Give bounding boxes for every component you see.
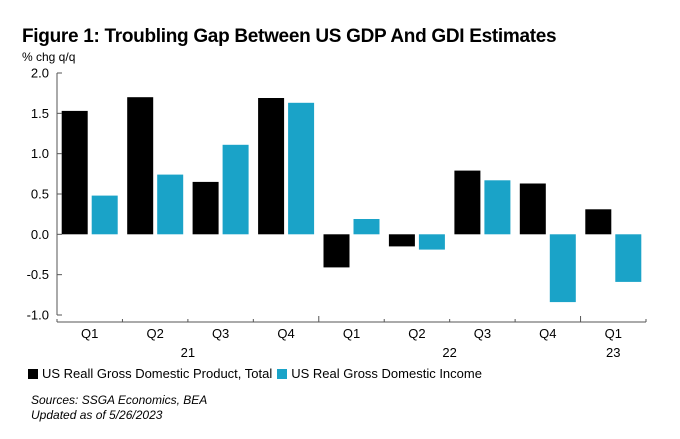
bar-gdi-1: [157, 174, 184, 235]
chart-title: Figure 1: Troubling Gap Between US GDP A…: [22, 26, 557, 47]
x-tick-label: Q1: [343, 326, 360, 341]
x-tick-label: Q1: [605, 326, 622, 341]
legend: US Reall Gross Domestic Product, Total U…: [28, 366, 487, 381]
bar-gdp-2: [192, 181, 219, 235]
bar-gdi-3: [288, 102, 315, 235]
x-tick-label: Q4: [539, 326, 556, 341]
bar-gdi-6: [484, 180, 511, 235]
y-tick-label: -0.5: [27, 267, 49, 282]
legend-label-gdp: US Reall Gross Domestic Product, Total: [42, 366, 273, 381]
bar-gdi-7: [549, 234, 576, 303]
bar-gdi-2: [222, 144, 249, 235]
y-tick-label: -1.0: [27, 308, 49, 323]
bar-gdp-1: [127, 97, 154, 235]
bar-gdp-6: [454, 170, 481, 235]
bars-layer: [61, 97, 642, 303]
legend-item-gdp: US Reall Gross Domestic Product, Total: [28, 366, 272, 381]
y-axis-label: % chg q/q: [22, 50, 76, 64]
x-year-label: 22: [442, 345, 456, 360]
bar-gdp-0: [61, 110, 88, 235]
y-tick-label: 0.5: [31, 187, 49, 202]
bar-gdp-8: [585, 209, 612, 235]
axes-layer: 2.0 1.5 1.0 0.5 0.0 -0.5 -1.0 Q1 Q2 Q3 Q4 Q1 Q2 Q3 Q4 Q…: [27, 66, 647, 360]
legend-swatch-gdp: [28, 368, 38, 379]
x-tick-label: Q3: [474, 326, 491, 341]
x-tick-label: Q3: [212, 326, 229, 341]
legend-label-gdi: US Real Gross Domestic Income: [291, 366, 482, 381]
x-tick-label: Q4: [277, 326, 294, 341]
bar-gdi-8: [615, 234, 642, 282]
updated-text: Updated as of 5/26/2023: [31, 408, 163, 422]
y-tick-label: 0.0: [31, 227, 49, 242]
y-tick-label: 2.0: [31, 66, 49, 81]
x-tick-label: Q2: [146, 326, 163, 341]
legend-swatch-gdi: [277, 368, 288, 379]
x-tick-label: Q1: [81, 326, 98, 341]
bar-gdi-0: [91, 195, 118, 235]
y-tick-label: 1.5: [31, 106, 49, 121]
x-tick-label: Q2: [408, 326, 425, 341]
bar-gdp-4: [323, 234, 350, 268]
bar-gdp-5: [388, 234, 415, 247]
bar-gdp-3: [258, 98, 285, 235]
bar-gdi-4: [353, 219, 380, 235]
x-year-label: 23: [606, 345, 620, 360]
y-tick-label: 1.0: [31, 146, 49, 161]
bar-gdp-7: [519, 183, 546, 235]
x-year-label: 21: [181, 345, 195, 360]
sources-text: Sources: SSGA Economics, BEA: [31, 393, 208, 407]
bar-gdi-5: [418, 234, 445, 250]
source-note: Sources: SSGA Economics, BEA Updated as …: [31, 393, 207, 423]
legend-item-gdi: US Real Gross Domestic Income: [277, 366, 482, 381]
